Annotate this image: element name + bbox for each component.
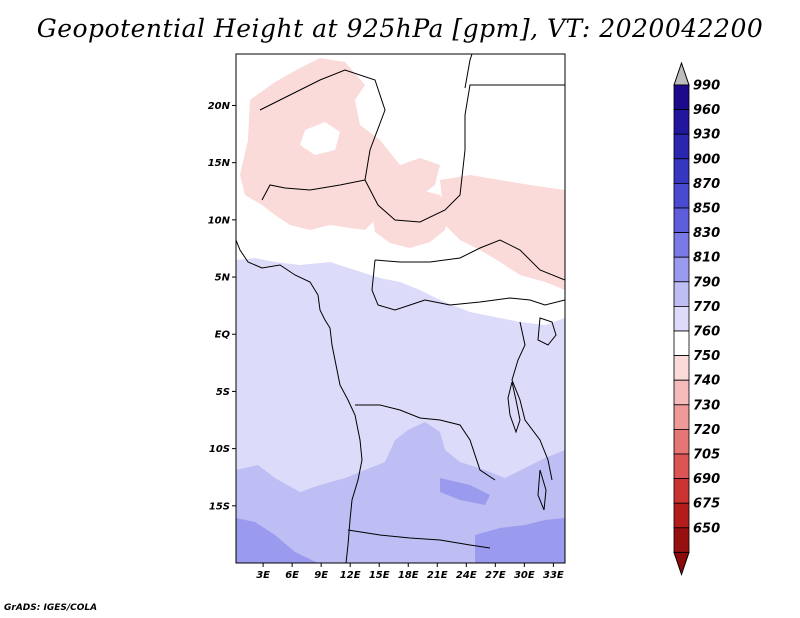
colorbar-label: 770 <box>693 300 720 315</box>
colorbar-label: 720 <box>693 423 720 438</box>
lon-axis-labels: 3E 6E 9E 12E 15E 18E 21E 24E 27E 30E 33E <box>256 570 564 581</box>
lat-label: EQ <box>215 330 231 341</box>
border-north-east <box>464 54 473 89</box>
colorbar-swatch <box>673 330 690 357</box>
colorbar-swatch <box>673 527 690 553</box>
field-pink-east <box>440 175 565 290</box>
field-pink-northwest <box>240 58 440 230</box>
lon-label: 12E <box>340 570 361 581</box>
lon-label: 27E <box>485 570 506 581</box>
border-sahel <box>259 69 565 223</box>
lat-label: 15S <box>209 501 230 512</box>
political-boundaries <box>236 54 565 563</box>
colorbar-label: 850 <box>693 202 720 217</box>
colorbar-swatch <box>673 453 690 480</box>
colorbar-label: 675 <box>693 497 720 512</box>
colorbar-label: 990 <box>693 79 720 94</box>
border-car <box>374 239 565 281</box>
colorbar-bottom-arrow <box>673 551 690 576</box>
colorbar-label: 705 <box>693 448 720 463</box>
border-angola <box>355 404 496 481</box>
field-deep-blue-patch <box>440 478 490 505</box>
lake-victoria <box>537 317 557 346</box>
colorbar-swatch <box>673 207 690 234</box>
colorbar-label: 730 <box>693 398 720 413</box>
colorbar-label: 740 <box>693 374 720 389</box>
colorbar-swatch <box>673 158 690 184</box>
colorbar-swatch <box>673 478 690 504</box>
lake-tanganyika <box>507 381 521 434</box>
lon-label: 3E <box>256 570 270 581</box>
lon-label: 6E <box>285 570 299 581</box>
chart-title: Geopotential Height at 925hPa [gpm], VT:… <box>36 14 764 43</box>
map-frame <box>235 53 566 564</box>
border-drc-north <box>424 297 565 306</box>
lat-label: 5N <box>215 273 231 284</box>
lon-label: 21E <box>427 570 448 581</box>
colorbar-swatch <box>673 404 690 430</box>
colorbar: 990 960 930 900 870 850 830 810 790 770 760 750 740 7… <box>673 61 720 576</box>
colorbar-label: 930 <box>693 128 720 143</box>
lat-label: 10N <box>208 215 231 226</box>
field-pink-center <box>372 190 450 248</box>
grads-credit: GrADS: IGES/COLA <box>4 603 98 613</box>
lon-label: 15E <box>369 570 390 581</box>
border-chad <box>261 179 366 201</box>
lat-label: 10S <box>209 444 230 455</box>
colorbar-label: 690 <box>693 472 720 487</box>
colorbar-label: 830 <box>693 226 720 241</box>
lon-label: 9E <box>314 570 328 581</box>
lat-label: 15N <box>208 158 231 169</box>
colorbar-swatch <box>673 379 690 406</box>
border-cameroon <box>371 259 426 311</box>
border-south <box>347 529 491 549</box>
colorbar-swatch <box>673 305 690 332</box>
lat-tick-marks <box>232 104 236 507</box>
colorbar-swatch <box>673 281 690 307</box>
coastline-west-africa <box>236 239 363 563</box>
colorbar-top-arrow <box>673 61 690 86</box>
colorbar-swatch <box>673 232 690 258</box>
colorbar-swatch <box>673 256 690 283</box>
field-white-patch-north <box>300 122 340 155</box>
colorbar-label: 750 <box>693 349 720 364</box>
colorbar-label: 870 <box>693 177 720 192</box>
colorbar-swatch <box>673 133 690 160</box>
colorbar-swatch <box>673 84 690 111</box>
field-deep-blue-south <box>236 518 318 563</box>
colorbar-swatch <box>673 109 690 135</box>
lat-label: 5S <box>216 387 230 398</box>
lon-label: 30E <box>514 570 535 581</box>
lon-tick-marks <box>262 563 554 567</box>
lat-axis-labels: 20N 15N 10N 5N EQ 5S 10S 15S <box>208 101 231 512</box>
lon-label: 18E <box>398 570 419 581</box>
colorbar-swatch <box>673 502 690 529</box>
colorbar-swatch <box>673 428 690 455</box>
colorbar-swatch <box>673 355 690 381</box>
lon-label: 33E <box>543 570 564 581</box>
colorbar-label: 900 <box>693 152 720 167</box>
field-deep-blue-southeast <box>475 518 565 563</box>
field-white-patch-northeast <box>395 85 425 115</box>
lake-malawi <box>537 469 547 511</box>
lat-label: 20N <box>208 101 231 112</box>
colorbar-swatch <box>673 182 690 209</box>
lon-label: 24E <box>456 570 477 581</box>
border-drc-east <box>511 321 553 481</box>
colorbar-label: 810 <box>693 251 720 266</box>
colorbar-label: 650 <box>693 521 720 536</box>
field-mid-blue-south <box>236 422 565 563</box>
colorbar-label: 790 <box>693 275 720 290</box>
colorbar-label: 960 <box>693 103 720 118</box>
colorbar-label: 760 <box>693 325 720 340</box>
